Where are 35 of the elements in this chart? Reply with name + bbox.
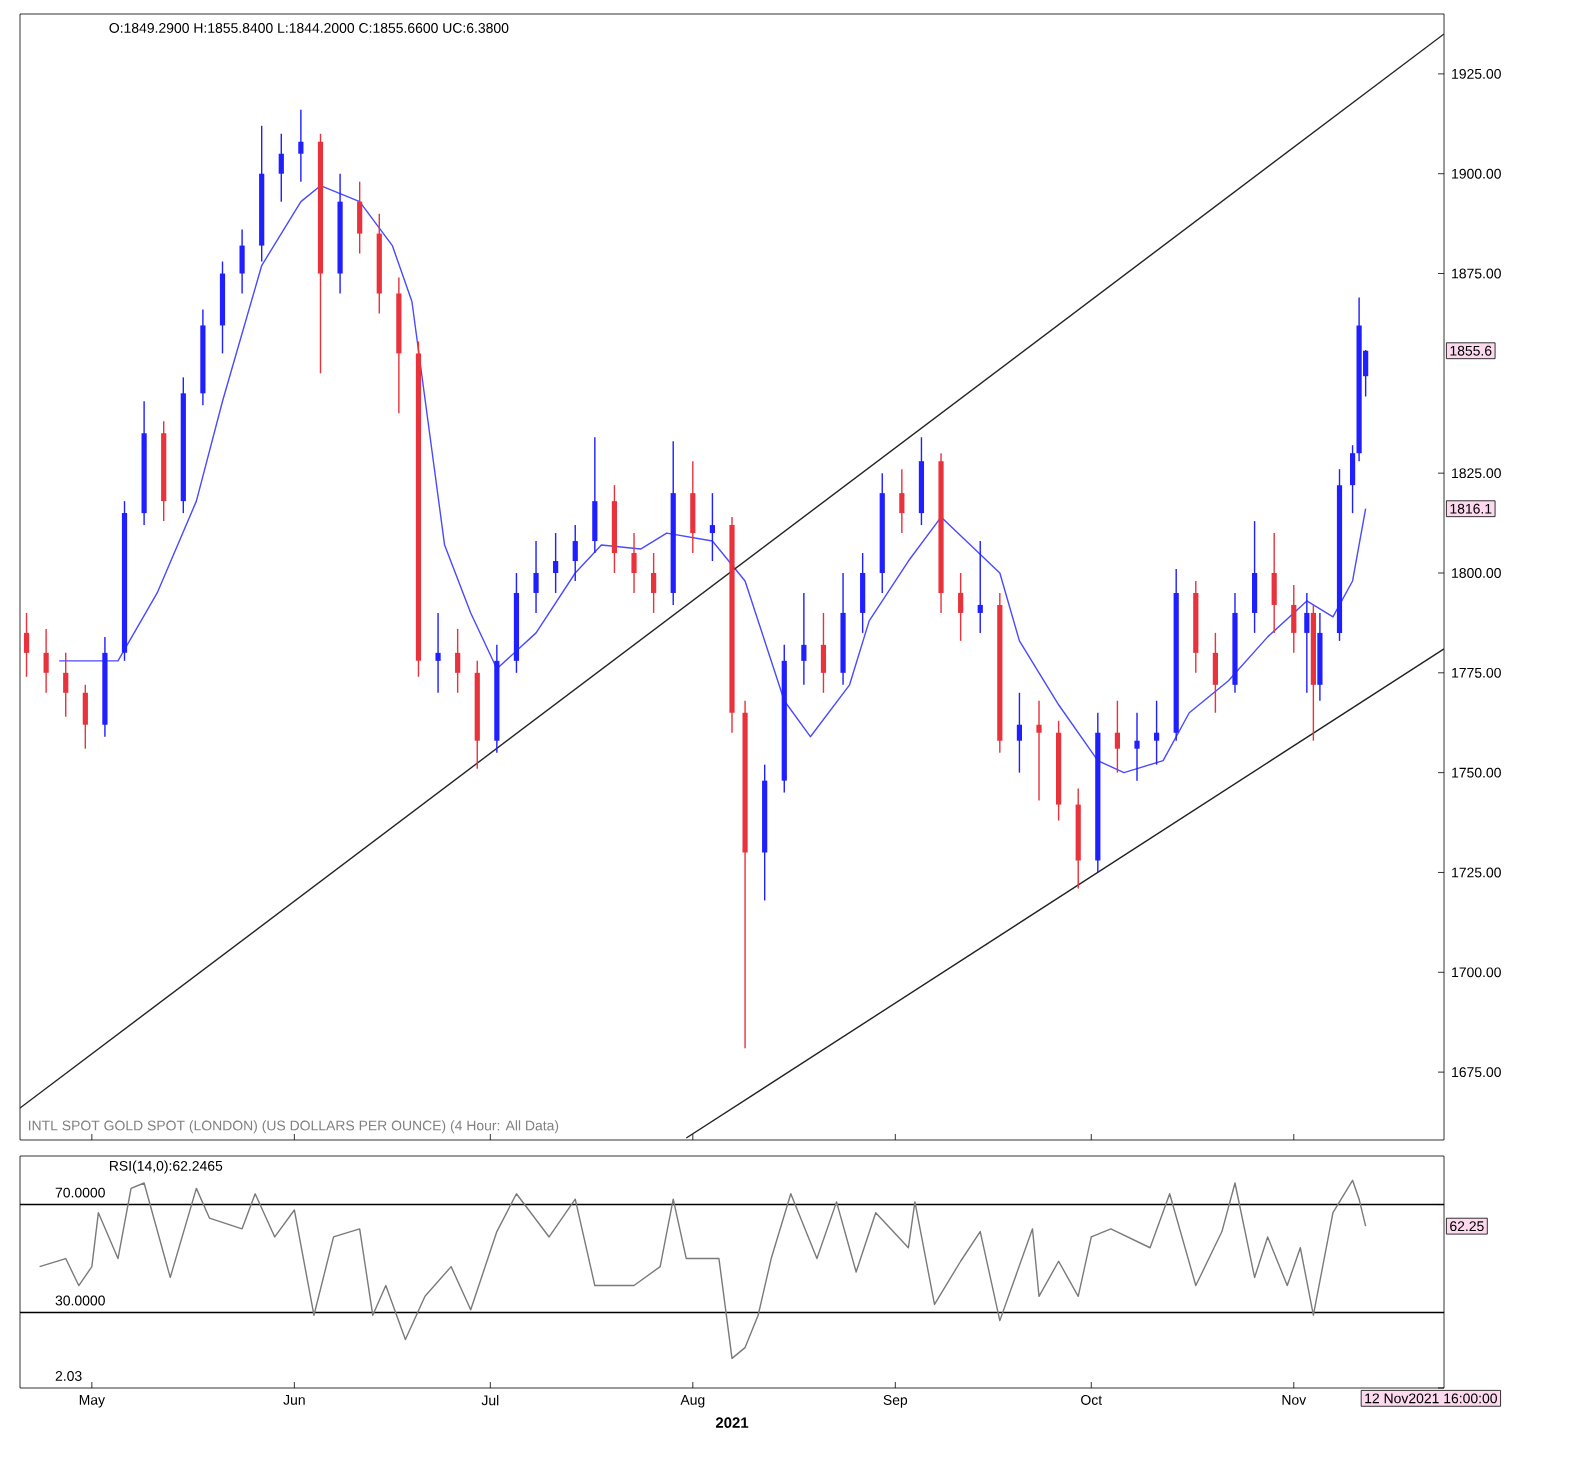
candlestick bbox=[1016, 692, 1023, 774]
line-series bbox=[58, 184, 1367, 774]
candlestick bbox=[958, 572, 964, 642]
candlestick bbox=[592, 436, 598, 554]
candlestick bbox=[553, 532, 559, 594]
candlestick bbox=[43, 628, 49, 694]
candlestick bbox=[533, 540, 539, 614]
candlestick bbox=[1134, 712, 1140, 782]
candlestick bbox=[1304, 592, 1310, 694]
candlestick bbox=[1114, 700, 1121, 774]
candlestick bbox=[820, 612, 827, 694]
candlestick bbox=[1154, 700, 1160, 766]
candlestick bbox=[278, 133, 284, 203]
candlestick bbox=[1036, 700, 1042, 802]
candlestick bbox=[63, 652, 69, 718]
candlestick bbox=[631, 532, 637, 594]
candlestick bbox=[435, 612, 441, 694]
candlestick bbox=[82, 684, 88, 750]
candlestick bbox=[1251, 520, 1258, 634]
candlestick bbox=[1271, 532, 1277, 634]
candlestick bbox=[1291, 584, 1297, 654]
candlestick bbox=[572, 524, 578, 582]
candlestick bbox=[23, 612, 30, 678]
candlestick bbox=[690, 460, 696, 554]
candlestick bbox=[801, 592, 807, 686]
candlestick bbox=[860, 552, 866, 634]
candlestick bbox=[1212, 632, 1218, 714]
candlestick bbox=[239, 228, 245, 295]
candlestick bbox=[455, 628, 461, 694]
candlestick bbox=[357, 180, 363, 255]
candlestick bbox=[709, 492, 716, 562]
candlestick bbox=[899, 468, 905, 534]
candlestick bbox=[977, 540, 983, 634]
candlestick bbox=[651, 552, 657, 614]
candlestick bbox=[298, 109, 304, 183]
